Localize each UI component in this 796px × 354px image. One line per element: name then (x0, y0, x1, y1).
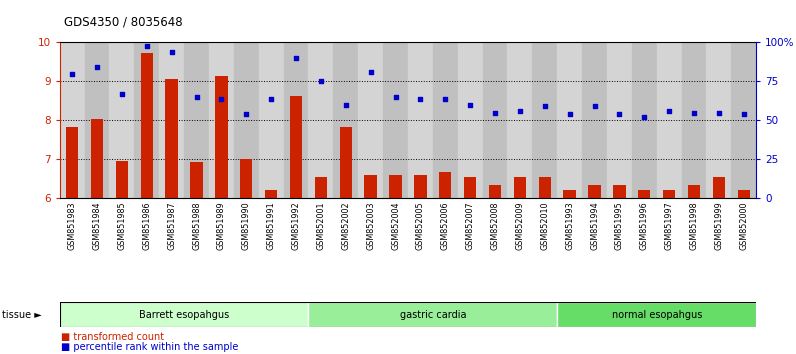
Bar (283, 42, 308, 198)
Point (414, 96, 427, 101)
Bar (159, 42, 184, 198)
Bar (706, 42, 732, 198)
Point (115, 91, 128, 97)
Point (638, 114, 650, 120)
Point (737, 111, 750, 117)
Text: tissue ►: tissue ► (2, 310, 41, 320)
Bar (588, 185, 601, 198)
Text: ■ transformed count: ■ transformed count (61, 332, 165, 342)
Point (588, 103, 601, 109)
Bar (732, 42, 756, 198)
Bar (433, 42, 458, 198)
Bar (688, 185, 700, 198)
Point (91, 64, 103, 70)
Point (538, 103, 551, 109)
Bar (259, 42, 283, 198)
Bar (539, 177, 551, 198)
Bar (290, 96, 302, 198)
Bar (66, 127, 78, 198)
Bar (234, 42, 259, 198)
Bar (184, 42, 209, 198)
Point (365, 69, 377, 75)
Bar (209, 42, 234, 198)
Bar (564, 190, 576, 198)
Point (290, 55, 302, 61)
Bar (638, 190, 650, 198)
Bar (513, 177, 526, 198)
Bar (141, 53, 153, 198)
Bar (408, 42, 433, 198)
Point (240, 111, 252, 117)
Bar (84, 42, 109, 198)
Bar (557, 302, 756, 327)
Text: normal esopahgus: normal esopahgus (611, 310, 702, 320)
Point (489, 110, 501, 115)
Bar (166, 79, 178, 198)
Point (712, 110, 725, 115)
Bar (265, 190, 277, 198)
Bar (308, 42, 334, 198)
Point (190, 94, 203, 100)
Point (663, 108, 676, 114)
Point (564, 111, 576, 117)
Bar (60, 302, 308, 327)
Bar (681, 42, 706, 198)
Bar (657, 42, 681, 198)
Bar (738, 190, 750, 198)
Point (439, 96, 451, 101)
Bar (613, 185, 626, 198)
Bar (383, 42, 408, 198)
Bar (109, 42, 135, 198)
Bar (135, 42, 159, 198)
Text: Barrett esopahgus: Barrett esopahgus (139, 310, 229, 320)
Bar (458, 42, 482, 198)
Bar (482, 42, 507, 198)
Point (339, 102, 352, 108)
Bar (115, 161, 128, 198)
Bar (240, 159, 252, 198)
Text: GDS4350 / 8035648: GDS4350 / 8035648 (64, 15, 182, 28)
Bar (215, 76, 228, 198)
Point (688, 110, 700, 115)
Bar (632, 42, 657, 198)
Text: ■ percentile rank within the sample: ■ percentile rank within the sample (61, 342, 239, 352)
Point (389, 94, 402, 100)
Bar (314, 177, 327, 198)
Bar (439, 172, 451, 198)
Bar (663, 190, 675, 198)
Point (464, 102, 477, 108)
Bar (533, 42, 557, 198)
Bar (712, 177, 725, 198)
Bar (340, 127, 352, 198)
Bar (334, 42, 358, 198)
Text: gastric cardia: gastric cardia (400, 310, 466, 320)
Bar (91, 119, 103, 198)
Bar (60, 42, 84, 198)
Bar (389, 175, 402, 198)
Bar (557, 42, 582, 198)
Point (140, 43, 153, 48)
Bar (607, 42, 632, 198)
Bar (365, 175, 377, 198)
Point (314, 79, 327, 84)
Bar (464, 177, 476, 198)
Bar (582, 42, 607, 198)
Point (613, 111, 626, 117)
Point (265, 96, 278, 101)
Bar (190, 162, 203, 198)
Point (513, 108, 526, 114)
Bar (358, 42, 383, 198)
Point (166, 49, 178, 55)
Point (215, 96, 228, 101)
Bar (507, 42, 533, 198)
Bar (308, 302, 557, 327)
Point (66, 71, 79, 76)
Bar (414, 175, 427, 198)
Bar (489, 185, 501, 198)
